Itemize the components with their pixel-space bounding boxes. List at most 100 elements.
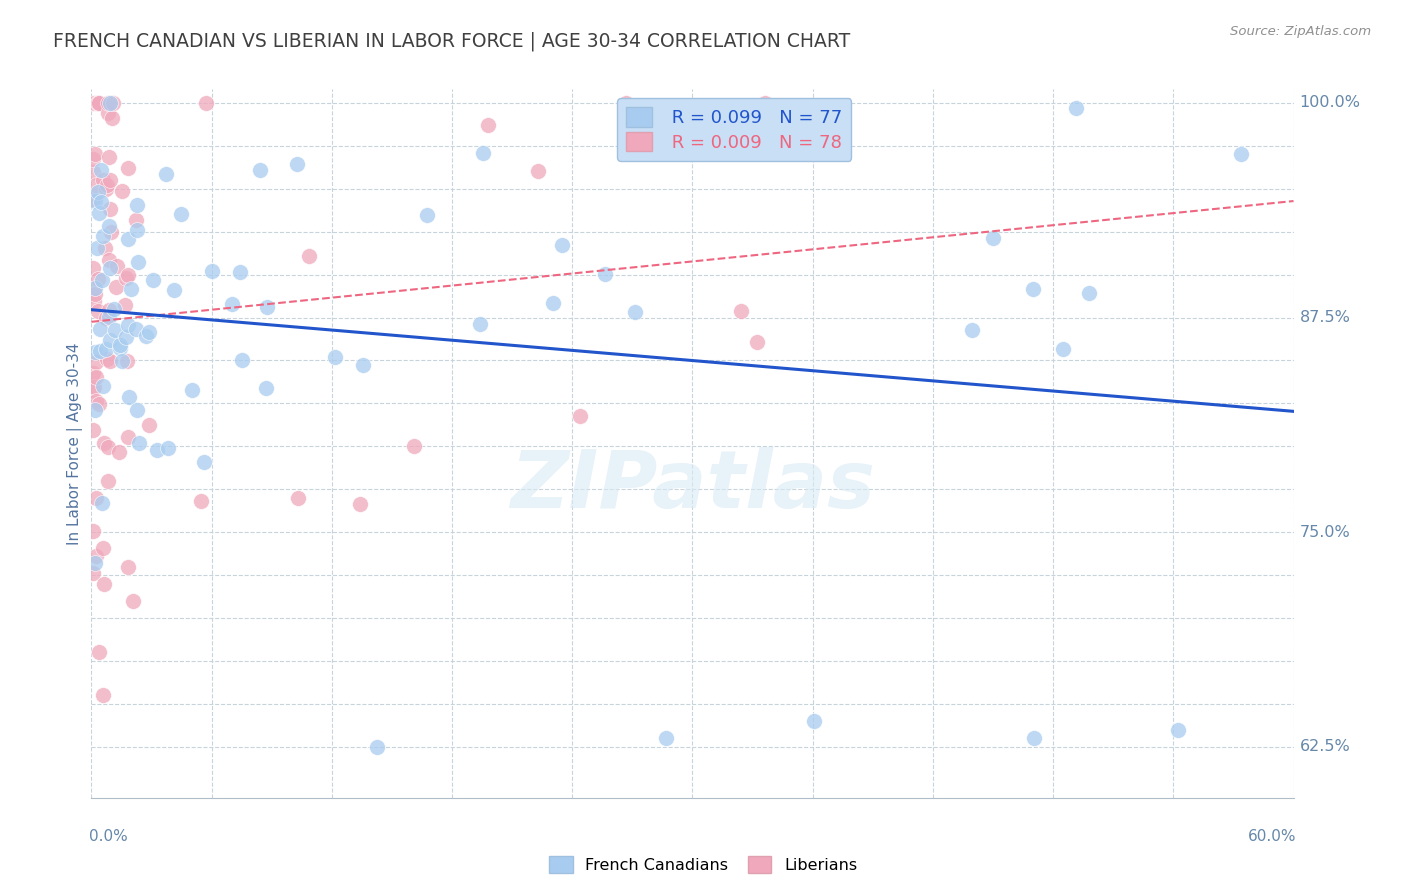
Point <box>654 731 676 746</box>
Point <box>83 281 105 295</box>
Point <box>94 182 117 196</box>
Point <box>1022 282 1045 296</box>
Point <box>1230 147 1253 161</box>
Point <box>111 353 134 368</box>
Point <box>960 323 983 337</box>
Point <box>84 393 107 408</box>
Point <box>84 491 107 505</box>
Point <box>82 366 104 380</box>
Point <box>87 304 110 318</box>
Point <box>98 261 121 276</box>
Point <box>93 435 115 450</box>
Point <box>91 689 114 703</box>
Point <box>104 323 127 337</box>
Point <box>83 380 105 394</box>
Point <box>127 254 149 268</box>
Point <box>83 293 105 308</box>
Point <box>366 739 388 754</box>
Point <box>249 163 271 178</box>
Point <box>298 249 321 263</box>
Point <box>146 442 169 457</box>
Text: 75.0%: 75.0% <box>1299 524 1350 540</box>
Point <box>97 95 120 110</box>
Point <box>114 298 136 312</box>
Point <box>256 300 278 314</box>
Point <box>97 150 120 164</box>
Point <box>416 208 439 222</box>
Point <box>541 295 564 310</box>
Point <box>101 111 124 125</box>
Point <box>117 559 139 574</box>
Point <box>402 439 425 453</box>
Point <box>82 260 104 275</box>
Point <box>120 282 142 296</box>
Point <box>170 207 193 221</box>
Point <box>195 95 218 110</box>
Point <box>90 495 112 509</box>
Point <box>135 328 157 343</box>
Text: 100.0%: 100.0% <box>1299 95 1361 111</box>
Point <box>624 305 647 319</box>
Point <box>105 259 128 273</box>
Point <box>117 318 139 333</box>
Point <box>96 351 118 366</box>
Text: ZIPatlas: ZIPatlas <box>510 447 875 525</box>
Point <box>97 303 120 318</box>
Point <box>97 441 120 455</box>
Point <box>97 106 120 120</box>
Point <box>93 576 115 591</box>
Point <box>93 229 115 244</box>
Point <box>100 225 122 239</box>
Point <box>82 524 104 539</box>
Point <box>349 497 371 511</box>
Point <box>97 474 120 488</box>
Point <box>98 95 121 110</box>
Point <box>121 594 143 608</box>
Y-axis label: In Labor Force | Age 30-34: In Labor Force | Age 30-34 <box>67 343 83 545</box>
Point <box>103 95 125 110</box>
Point <box>87 397 110 411</box>
Point <box>84 549 107 563</box>
Point <box>352 359 374 373</box>
Point <box>138 326 160 340</box>
Point <box>551 238 574 252</box>
Point <box>138 417 160 432</box>
Text: 62.5%: 62.5% <box>1299 739 1350 755</box>
Point <box>1064 101 1087 115</box>
Point <box>82 384 104 398</box>
Point <box>614 95 637 110</box>
Point <box>115 354 138 368</box>
Point <box>87 185 110 199</box>
Point <box>125 322 148 336</box>
Point <box>86 370 108 384</box>
Point <box>471 145 494 160</box>
Point <box>323 350 346 364</box>
Point <box>87 95 110 110</box>
Text: 0.0%: 0.0% <box>89 829 128 844</box>
Point <box>118 390 141 404</box>
Point <box>82 153 104 167</box>
Point <box>98 333 121 347</box>
Point <box>127 198 149 212</box>
Point <box>127 223 149 237</box>
Point <box>91 541 114 555</box>
Point <box>84 556 107 570</box>
Point <box>114 330 136 344</box>
Text: 87.5%: 87.5% <box>1299 310 1350 325</box>
Point <box>104 279 127 293</box>
Point <box>201 264 224 278</box>
Point <box>229 265 252 279</box>
Point <box>221 297 243 311</box>
Legend:  R = 0.099   N = 77,  R = 0.009   N = 78: R = 0.099 N = 77, R = 0.009 N = 78 <box>617 98 852 161</box>
Point <box>754 95 776 110</box>
Text: FRENCH CANADIAN VS LIBERIAN IN LABOR FORCE | AGE 30-34 CORRELATION CHART: FRENCH CANADIAN VS LIBERIAN IN LABOR FOR… <box>53 31 851 51</box>
Point <box>190 493 212 508</box>
Point <box>97 219 120 233</box>
Point <box>96 311 118 326</box>
Point <box>470 318 492 332</box>
Point <box>94 241 117 255</box>
Point <box>98 173 121 187</box>
Point <box>231 353 253 368</box>
Point <box>110 338 132 352</box>
Point <box>84 403 107 417</box>
